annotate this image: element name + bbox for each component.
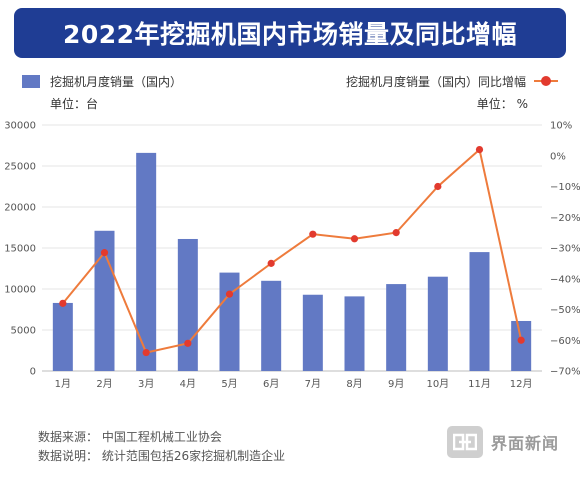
bar-legend-label: 挖掘机月度销量（国内） (50, 74, 183, 89)
gridlines (42, 124, 542, 372)
y-left-tick-label: 10000 (4, 285, 36, 296)
x-tick-label: 10月 (426, 378, 449, 390)
x-tick-label: 7月 (305, 378, 321, 390)
source-note: 数据来源： 中国工程机械工业协会 (38, 430, 222, 444)
x-tick-label: 1月 (55, 378, 71, 390)
y-left-tick-label: 15000 (4, 244, 36, 255)
chart-title: 2022年挖掘机国内市场销量及同比增幅 (62, 20, 518, 49)
data-note: 数据说明： 统计范围包括26家挖掘机制造企业 (38, 449, 286, 463)
bar (52, 302, 73, 371)
y-right-tick-label: −10% (550, 182, 580, 193)
x-tick-label: 12月 (510, 378, 533, 390)
bar (177, 238, 198, 371)
bar (261, 280, 282, 371)
x-tick-label: 5月 (221, 378, 237, 390)
x-tick-label: 2月 (96, 378, 112, 390)
x-tick-label: 9月 (388, 378, 404, 390)
x-tick-label: 4月 (180, 378, 196, 390)
x-tick-label: 11月 (468, 378, 491, 390)
y-right-tick-label: −20% (550, 213, 580, 224)
growth-line (62, 147, 523, 354)
y-right-tick-label: −50% (550, 305, 580, 316)
line-unit-label: 单位： % (476, 96, 528, 111)
growth-point (434, 182, 442, 191)
bar (344, 296, 365, 371)
x-tick-label: 6月 (263, 378, 279, 390)
growth-point (100, 249, 109, 257)
y-right-tick-label: −40% (550, 274, 580, 285)
bar (511, 320, 532, 371)
y-right-tick-label: −60% (550, 336, 580, 347)
y-left-tick-label: 0 (30, 367, 36, 378)
brand-icon (447, 426, 483, 458)
footer: 数据来源： 中国工程机械工业协会 数据说明： 统计范围包括26家挖掘机制造企业 (38, 428, 285, 466)
x-tick-label: 3月 (138, 378, 154, 390)
brand-logo: 界面新闻 (447, 426, 559, 458)
bar-series (52, 152, 532, 371)
line-legend-label: 挖掘机月度销量（国内）同比增幅 (345, 74, 526, 89)
bar (219, 272, 240, 371)
brand-name: 界面新闻 (491, 434, 560, 453)
growth-point (142, 348, 150, 357)
y-left-tick-label: 5000 (11, 326, 36, 337)
growth-point (517, 336, 525, 344)
bar (302, 294, 323, 371)
line-legend-marker (534, 75, 558, 87)
line-series (59, 146, 525, 357)
y-left-tick-label: 25000 (4, 162, 36, 173)
bar (136, 152, 157, 371)
growth-point (59, 299, 67, 307)
bar-legend: 挖掘机月度销量（国内） 单位：台 (22, 72, 182, 112)
x-tick-label: 8月 (346, 378, 362, 390)
y-right-tick-label: 0% (550, 151, 566, 162)
y-right-tick-label: −30% (550, 244, 580, 255)
y-left-tick-label: 30000 (4, 121, 36, 132)
growth-point (267, 259, 275, 267)
y-right-tick-label: −70% (550, 367, 580, 378)
growth-point (309, 230, 317, 238)
bar (469, 252, 490, 371)
bar (386, 284, 407, 371)
growth-point (350, 235, 359, 243)
y-left-tick-label: 20000 (4, 203, 36, 214)
growth-point (475, 146, 484, 154)
bar (427, 276, 448, 371)
y-right-tick-label: 10% (550, 121, 572, 132)
line-legend: 挖掘机月度销量（国内）同比增幅 单位： % (346, 72, 558, 112)
growth-point (392, 229, 400, 237)
growth-point (184, 339, 192, 347)
growth-point (225, 290, 234, 298)
axis-labels: 0 5000 10000 15000 20000 25000 30000 10% 0% −10% −… (4, 121, 580, 391)
bar-legend-swatch (22, 74, 40, 88)
bar-unit-label: 单位：台 (50, 96, 99, 111)
title-banner: 2022年挖掘机国内市场销量及同比增幅 (14, 8, 566, 58)
